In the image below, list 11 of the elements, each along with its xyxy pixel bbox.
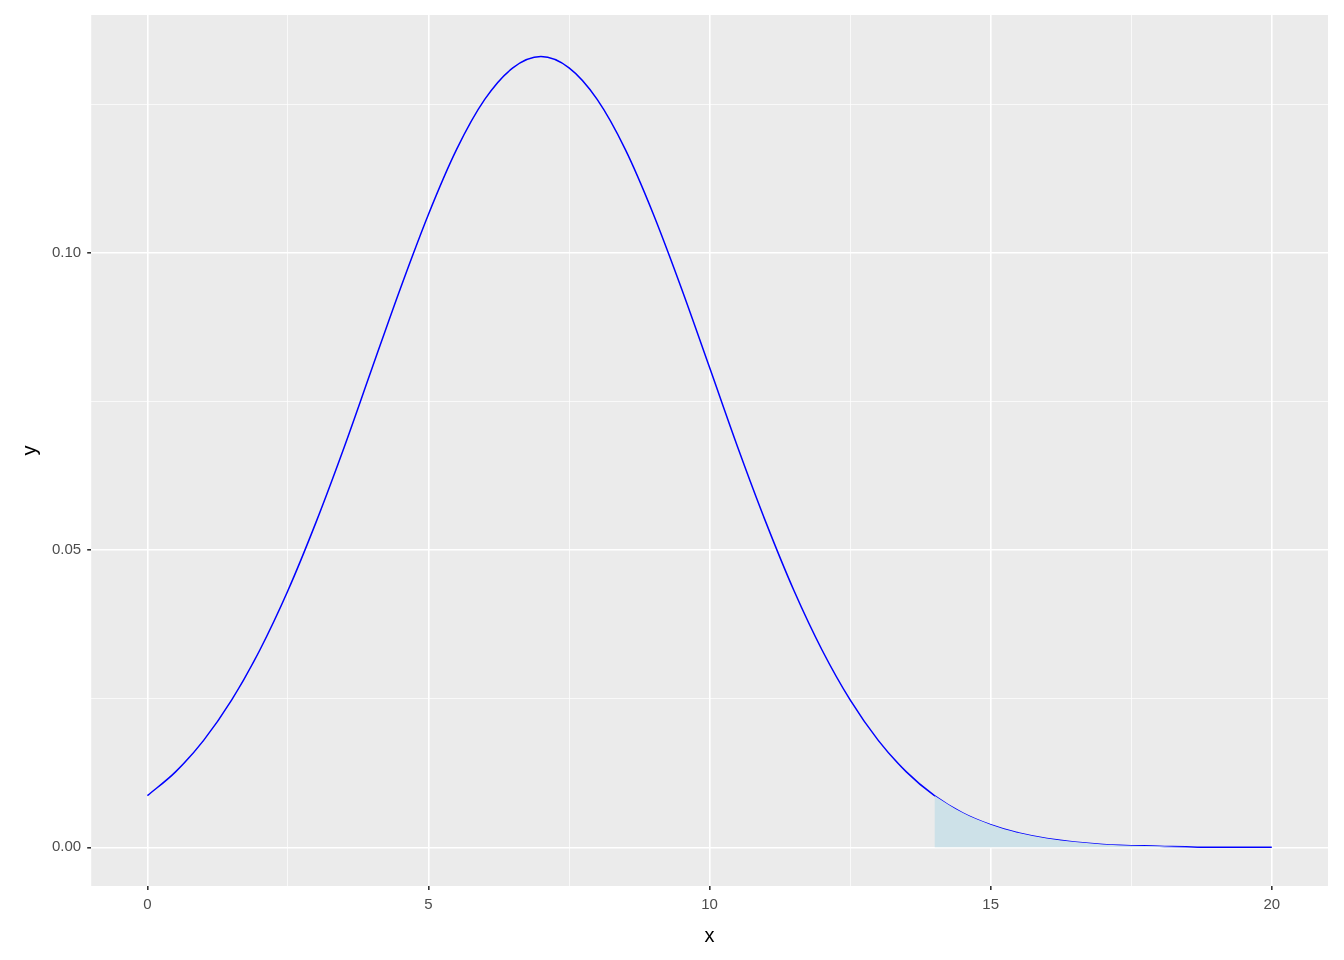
x-axis-title: x	[704, 923, 715, 946]
y-tick-label: 0.10	[51, 242, 82, 260]
x-tick-label: 20	[1263, 895, 1281, 913]
line-series	[146, 55, 1273, 849]
x-tick-label: 0	[143, 895, 152, 913]
y-tick-label: 0.00	[51, 837, 82, 855]
y-axis-title: y	[17, 445, 40, 456]
x-tick-label: 10	[701, 895, 718, 913]
x-tick-label: 15	[982, 895, 1000, 913]
x-tick-label: 5	[424, 895, 433, 913]
y-tick-label: 0.05	[51, 540, 82, 558]
